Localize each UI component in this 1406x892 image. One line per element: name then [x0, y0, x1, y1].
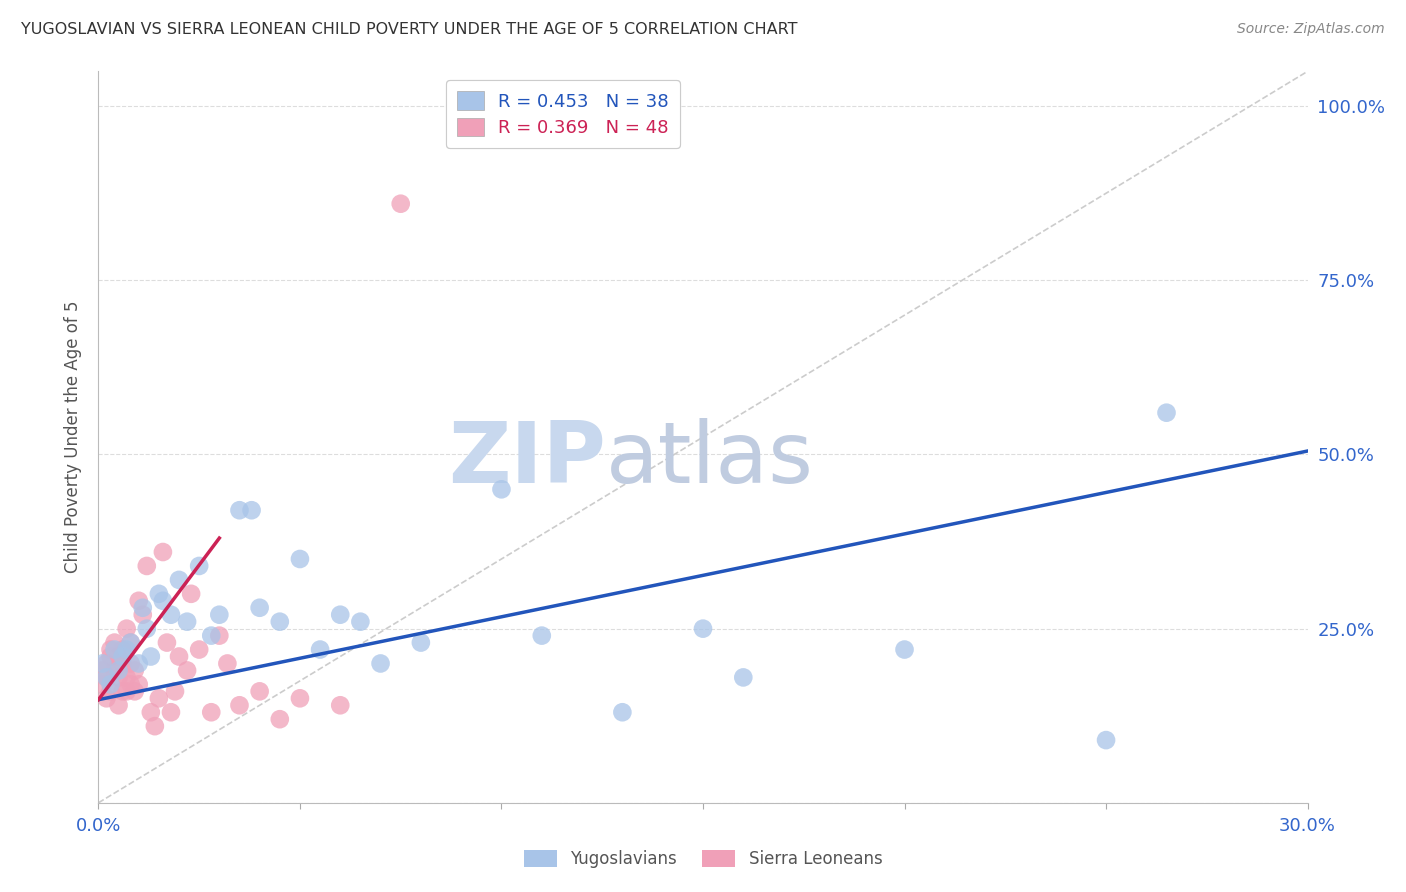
Point [139, 649, 162, 664]
Point [128, 657, 150, 671]
Point [1156, 406, 1178, 420]
Point [115, 684, 138, 698]
Point [148, 691, 170, 706]
Point [733, 670, 755, 684]
Point [240, 503, 263, 517]
Point [120, 677, 142, 691]
Point [329, 698, 352, 713]
Point [176, 615, 198, 629]
Point [188, 558, 211, 573]
Point [100, 642, 122, 657]
Point [120, 657, 142, 671]
Point [269, 712, 291, 726]
Point [115, 670, 138, 684]
Point [217, 657, 239, 671]
Point [156, 635, 179, 649]
Point [288, 691, 311, 706]
Point [167, 649, 190, 664]
Point [103, 664, 125, 678]
Point [692, 622, 714, 636]
Point [530, 629, 553, 643]
Point [288, 552, 311, 566]
Point [103, 635, 125, 649]
Point [96, 657, 118, 671]
Point [107, 664, 129, 678]
Point [132, 607, 155, 622]
Point [103, 642, 125, 657]
Point [167, 573, 190, 587]
Point [91, 664, 114, 678]
Point [115, 622, 138, 636]
Point [200, 629, 222, 643]
Point [152, 545, 174, 559]
Point [309, 642, 332, 657]
Point [111, 684, 134, 698]
Point [111, 642, 134, 657]
Point [91, 677, 114, 691]
Y-axis label: Child Poverty Under the Age of 5: Child Poverty Under the Age of 5 [65, 301, 83, 574]
Point [893, 642, 915, 657]
Point [124, 684, 146, 698]
Text: YUGOSLAVIAN VS SIERRA LEONEAN CHILD POVERTY UNDER THE AGE OF 5 CORRELATION CHART: YUGOSLAVIAN VS SIERRA LEONEAN CHILD POVE… [21, 22, 797, 37]
Point [160, 705, 183, 719]
Point [208, 629, 231, 643]
Point [176, 664, 198, 678]
Point [208, 607, 231, 622]
Point [91, 657, 114, 671]
Point [139, 705, 162, 719]
Point [160, 607, 183, 622]
Point [148, 587, 170, 601]
Legend: Yugoslavians, Sierra Leoneans: Yugoslavians, Sierra Leoneans [517, 843, 889, 875]
Point [96, 670, 118, 684]
Point [180, 587, 202, 601]
Point [409, 635, 432, 649]
Point [612, 705, 634, 719]
Point [491, 483, 513, 497]
Legend: R = 0.453   N = 38, R = 0.369   N = 48: R = 0.453 N = 38, R = 0.369 N = 48 [446, 80, 681, 148]
Point [200, 705, 222, 719]
Point [111, 649, 134, 664]
Text: atlas: atlas [606, 417, 814, 500]
Point [132, 600, 155, 615]
Point [370, 657, 392, 671]
Point [152, 594, 174, 608]
Text: Source: ZipAtlas.com: Source: ZipAtlas.com [1237, 22, 1385, 37]
Point [128, 677, 150, 691]
Point [329, 607, 352, 622]
Point [107, 649, 129, 664]
Point [228, 503, 250, 517]
Point [1095, 733, 1118, 747]
Point [228, 698, 250, 713]
Point [115, 642, 138, 657]
Point [188, 642, 211, 657]
Point [269, 615, 291, 629]
Point [107, 670, 129, 684]
Point [100, 649, 122, 664]
Point [100, 677, 122, 691]
Point [249, 684, 271, 698]
Point [135, 558, 157, 573]
Point [249, 600, 271, 615]
Point [389, 196, 412, 211]
Point [163, 684, 186, 698]
Point [96, 670, 118, 684]
Point [120, 635, 142, 649]
Point [128, 594, 150, 608]
Point [96, 691, 118, 706]
Point [143, 719, 166, 733]
Point [349, 615, 371, 629]
Point [124, 664, 146, 678]
Text: ZIP: ZIP [449, 417, 606, 500]
Point [111, 657, 134, 671]
Point [135, 622, 157, 636]
Point [107, 698, 129, 713]
Point [100, 684, 122, 698]
Point [120, 635, 142, 649]
